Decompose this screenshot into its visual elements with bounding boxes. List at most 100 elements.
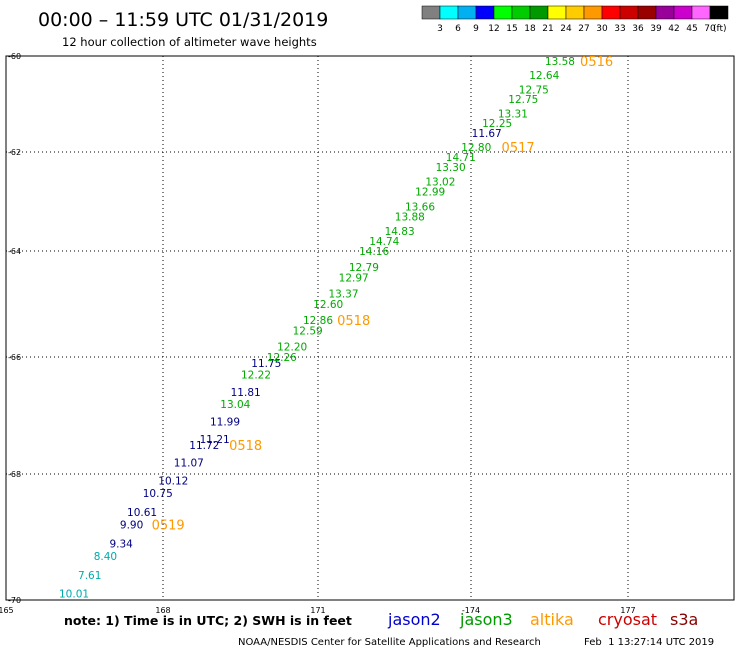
legend-scale-label: 6: [455, 24, 461, 34]
wave-height-value: 13.30: [436, 162, 466, 174]
footer-timestamp: Feb 1 13:27:14 UTC 2019: [584, 637, 714, 648]
legend-scale-label: 3: [437, 24, 443, 34]
wave-height-value: 12.59: [293, 326, 323, 338]
latitude-tick-label: -68: [8, 470, 21, 479]
legend-color-swatch: [601, 5, 621, 20]
latitude-tick-label: -62: [8, 148, 21, 157]
wave-height-value: 11.99: [210, 416, 240, 428]
wave-height-value: 12.86: [303, 315, 333, 327]
legend-scale-label: 27: [578, 24, 589, 34]
legend-scale-label: 70: [704, 24, 716, 34]
wave-height-value: 12.26: [267, 352, 297, 364]
pass-number-label: 0518: [337, 314, 370, 329]
wave-height-value: 11.75: [251, 358, 281, 370]
legend-color-swatch: [691, 5, 711, 20]
wave-height-value: 12.22: [241, 370, 271, 382]
legend-color-swatch: [673, 5, 693, 20]
wave-height-value: 14.71: [446, 152, 476, 164]
latitude-tick-label: -64: [8, 247, 21, 256]
wave-height-value: 12.75: [508, 94, 538, 106]
wave-height-value: 12.64: [529, 70, 559, 82]
legend-color-swatch: [421, 5, 441, 20]
wave-height-value: 10.12: [158, 475, 188, 487]
wave-height-value: 13.88: [395, 211, 425, 223]
pass-number-label: 0518: [229, 439, 262, 454]
wave-height-value: 7.61: [78, 570, 101, 582]
legend-color-swatch: [709, 5, 729, 20]
map-subtitle: 12 hour collection of altimeter wave hei…: [62, 35, 317, 49]
wave-height-value: 12.79: [349, 262, 379, 274]
satellite-legend-item: jason3: [459, 610, 513, 629]
wave-height-value: 12.25: [482, 118, 512, 130]
pass-number-label: 0516: [580, 55, 613, 70]
wave-height-value: 13.58: [545, 56, 575, 68]
legend-color-swatch: [493, 5, 513, 20]
color-scale-legend: 3 6 9 12 15 18 21 24 27 30 33 36 39 42 45 70: [421, 5, 729, 34]
wave-height-value: 12.99: [415, 187, 445, 199]
wave-height-value: 11.72: [189, 440, 219, 452]
plot-frame: [5, 55, 735, 601]
legend-color-swatch: [457, 5, 477, 20]
wave-height-value: 14.74: [369, 236, 399, 248]
wave-height-value: 11.07: [174, 457, 204, 469]
legend-color-swatch: [619, 5, 639, 20]
wave-height-value: 13.02: [425, 177, 455, 189]
legend-color-swatch: [475, 5, 495, 20]
legend-scale-label: 45: [686, 24, 697, 34]
legend-scale-label: 39: [650, 24, 662, 34]
pass-number-label: 0517: [502, 141, 535, 156]
longitude-tick-label: 168: [155, 606, 170, 615]
wave-height-value: 12.20: [277, 341, 307, 353]
wave-height-value: 14.16: [359, 246, 389, 258]
legend-scale-label: 15: [506, 24, 517, 34]
wave-height-value: 12.97: [339, 273, 369, 285]
wave-height-value: 12.60: [313, 299, 343, 311]
longitude-tick-label: 171: [310, 606, 325, 615]
pass-labels: 0516 0517 0518 0518 0519: [152, 55, 614, 534]
wave-height-value: 13.66: [405, 201, 435, 213]
legend-color-swatch: [655, 5, 675, 20]
legend-color-swatch: [511, 5, 531, 20]
wave-height-value: 13.04: [220, 399, 250, 411]
legend-color-swatch: [439, 5, 459, 20]
wave-height-value: 11.67: [472, 128, 502, 140]
legend-color-swatch: [637, 5, 657, 20]
latitude-tick-label: -70: [8, 596, 21, 605]
footer-credit: NOAA/NESDIS Center for Satellite Applica…: [238, 637, 541, 648]
longitude-tick-label: 165: [0, 606, 14, 615]
wave-height-value: 9.90: [120, 519, 143, 531]
wave-height-value: 10.61: [127, 507, 157, 519]
map-title: 00:00 – 11:59 UTC 01/31/2019: [38, 9, 328, 31]
wave-height-value: 9.34: [109, 538, 133, 550]
legend-scale-label: 24: [560, 24, 572, 34]
wave-height-value: 14.83: [385, 226, 415, 238]
pass-number-label: 0519: [152, 518, 185, 533]
wave-height-value: 10.01: [59, 589, 89, 601]
footer-note: note: 1) Time is in UTC; 2) SWH is in fe…: [64, 613, 352, 628]
satellite-legend-item: cryosat: [598, 610, 657, 629]
wave-height-value: 11.21: [200, 434, 230, 446]
legend-scale-label: 36: [632, 24, 644, 34]
satellite-legend-item: s3a: [670, 610, 698, 629]
longitude-tick-label: 177: [620, 606, 635, 615]
legend-color-swatch: [529, 5, 549, 20]
legend-color-swatch: [565, 5, 585, 20]
wave-height-value: 8.40: [94, 551, 117, 563]
wave-height-value: 13.31: [498, 109, 528, 121]
wave-height-value: 12.75: [519, 85, 549, 97]
legend-color-swatch: [547, 5, 567, 20]
latitude-tick-label: -66: [8, 353, 21, 362]
legend-scale-label: 21: [542, 24, 553, 34]
legend-color-swatch: [583, 5, 603, 20]
satellite-legend: jason2 jason3 altika cryosat s3a: [387, 610, 698, 629]
graticule: [6, 56, 734, 600]
legend-scale-label: 12: [488, 24, 499, 34]
legend-scale-label: 33: [614, 24, 625, 34]
legend-scale-label: 42: [668, 24, 679, 34]
legend-scale-label: 30: [596, 24, 608, 34]
color-scale-unit: (ft): [713, 24, 727, 34]
wave-height-value: 11.81: [231, 387, 261, 399]
